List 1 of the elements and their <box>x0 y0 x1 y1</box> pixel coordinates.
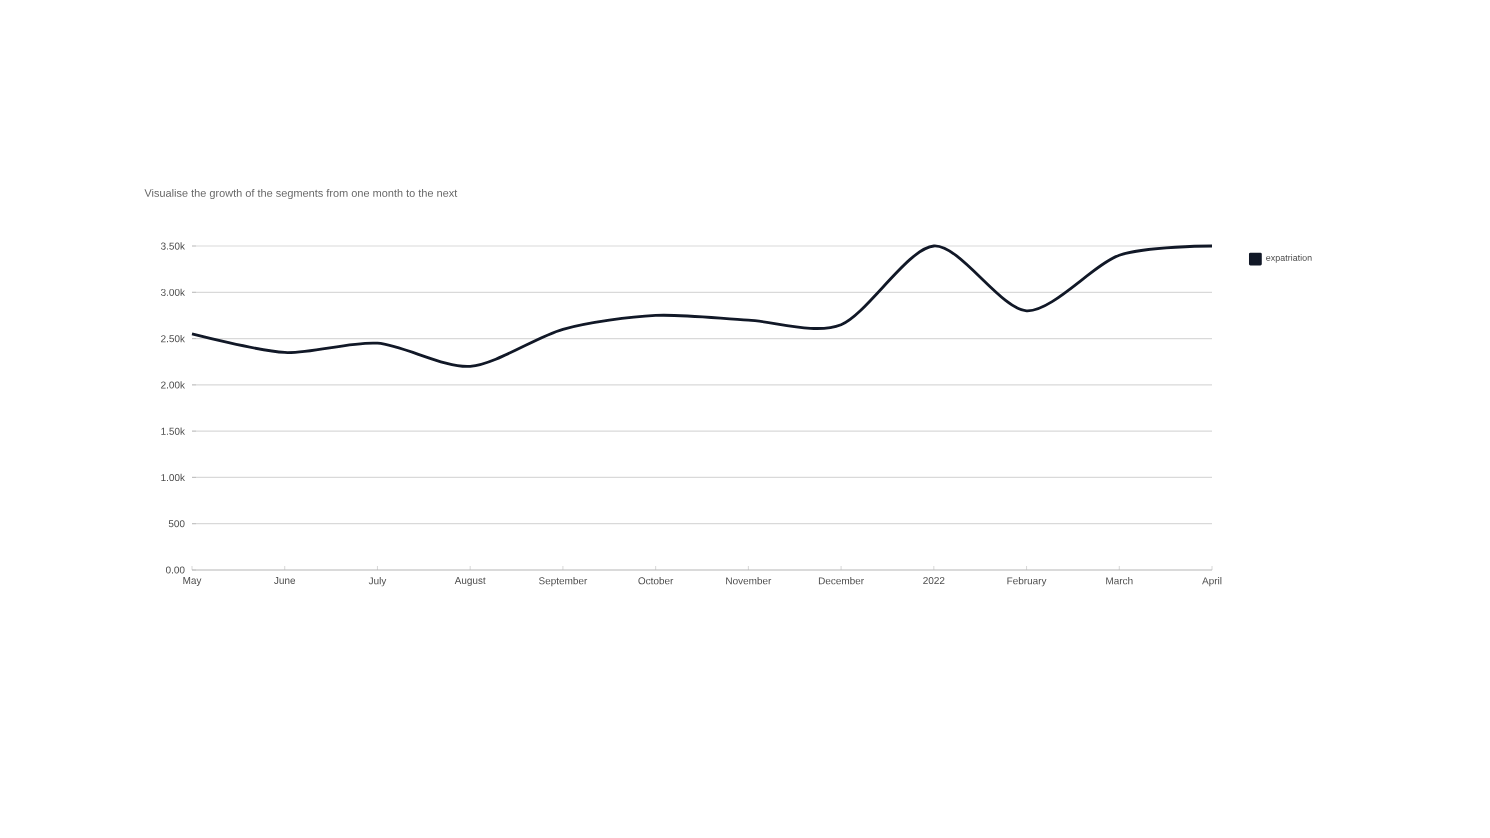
line-series <box>190 244 1214 368</box>
